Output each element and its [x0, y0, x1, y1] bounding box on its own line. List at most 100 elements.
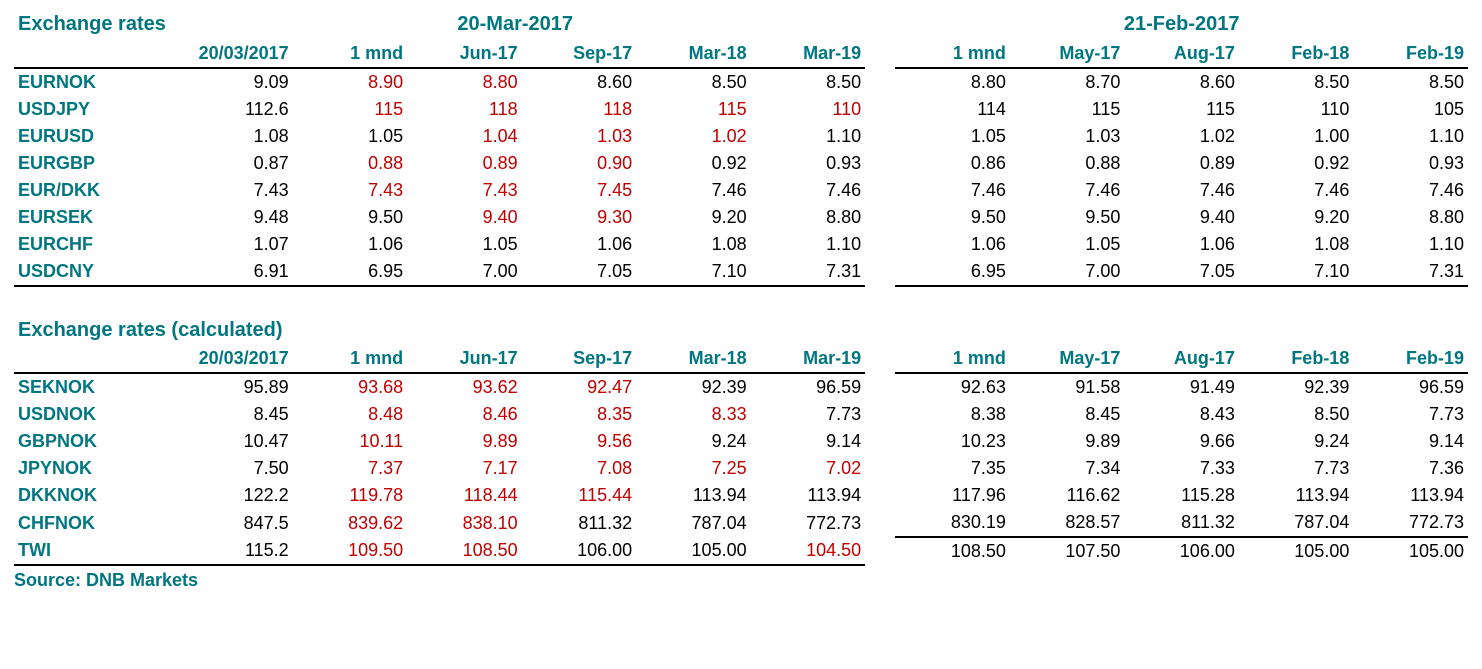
data-cell: 811.32	[522, 509, 636, 537]
data-cell: 114	[895, 96, 1009, 123]
data-cell: 9.24	[636, 428, 750, 455]
data-cell: 7.46	[895, 177, 1009, 204]
data-cell: 772.73	[1353, 509, 1468, 537]
data-cell: 0.87	[165, 150, 292, 177]
data-cell: 91.49	[1124, 373, 1238, 401]
data-cell: 1.05	[407, 231, 521, 258]
section1-title: Exchange rates	[14, 10, 165, 40]
data-cell: 847.5	[165, 509, 292, 537]
data-cell: 787.04	[636, 509, 750, 537]
data-cell: 9.20	[1239, 204, 1353, 231]
data-cell: 107.50	[1010, 537, 1124, 565]
data-cell: 1.05	[293, 123, 407, 150]
data-cell: 115	[636, 96, 750, 123]
data-cell: 7.46	[1010, 177, 1124, 204]
data-cell: 115.2	[165, 537, 292, 565]
table-row: TWI115.2109.50108.50106.00105.00104.5010…	[14, 537, 1468, 565]
data-cell: 772.73	[751, 509, 866, 537]
data-cell: 0.93	[1353, 150, 1468, 177]
data-cell: 8.80	[895, 68, 1009, 96]
data-cell: 119.78	[293, 482, 407, 509]
data-cell: 8.80	[1353, 204, 1468, 231]
section1-body: EURNOK9.098.908.808.608.508.508.808.708.…	[14, 68, 1468, 286]
data-cell: 115.28	[1124, 482, 1238, 509]
data-cell: 9.40	[1124, 204, 1238, 231]
data-cell: 0.92	[636, 150, 750, 177]
data-cell: 105.00	[636, 537, 750, 565]
data-cell: 0.89	[1124, 150, 1238, 177]
data-cell: 7.02	[751, 455, 866, 482]
data-cell: 8.33	[636, 401, 750, 428]
data-cell: 1.05	[895, 123, 1009, 150]
data-cell: 10.23	[895, 428, 1009, 455]
data-cell: 1.06	[895, 231, 1009, 258]
data-cell: 7.34	[1010, 455, 1124, 482]
data-cell: 8.70	[1010, 68, 1124, 96]
data-cell: 8.45	[165, 401, 292, 428]
data-cell: 7.31	[1353, 258, 1468, 286]
data-cell: 9.20	[636, 204, 750, 231]
data-cell: 10.11	[293, 428, 407, 455]
table-row: SEKNOK95.8993.6893.6292.4792.3996.5992.6…	[14, 373, 1468, 401]
data-cell: 9.89	[1010, 428, 1124, 455]
data-cell: 92.39	[636, 373, 750, 401]
data-cell: 6.91	[165, 258, 292, 286]
data-cell: 1.04	[407, 123, 521, 150]
data-cell: 112.6	[165, 96, 292, 123]
data-cell: 7.73	[751, 401, 866, 428]
data-cell: 8.50	[751, 68, 866, 96]
data-cell: 8.50	[1239, 401, 1353, 428]
data-cell: 9.89	[407, 428, 521, 455]
data-cell: 7.33	[1124, 455, 1238, 482]
row-label: EURUSD	[14, 123, 165, 150]
data-cell: 1.10	[751, 231, 866, 258]
data-cell: 105.00	[1353, 537, 1468, 565]
row-label: EURCHF	[14, 231, 165, 258]
data-cell: 105.00	[1239, 537, 1353, 565]
data-cell: 8.60	[522, 68, 636, 96]
section1-column-headers: 20/03/2017 1 mnd Jun-17 Sep-17 Mar-18 Ma…	[14, 40, 1468, 68]
data-cell: 9.56	[522, 428, 636, 455]
row-label: EURGBP	[14, 150, 165, 177]
data-cell: 10.47	[165, 428, 292, 455]
data-cell: 7.46	[636, 177, 750, 204]
data-cell: 7.37	[293, 455, 407, 482]
data-cell: 95.89	[165, 373, 292, 401]
section2-column-headers: 20/03/2017 1 mnd Jun-17 Sep-17 Mar-18 Ma…	[14, 345, 1468, 373]
data-cell: 7.00	[1010, 258, 1124, 286]
data-cell: 9.14	[1353, 428, 1468, 455]
data-cell: 0.86	[895, 150, 1009, 177]
data-cell: 6.95	[895, 258, 1009, 286]
data-cell: 0.90	[522, 150, 636, 177]
data-cell: 7.73	[1353, 401, 1468, 428]
data-cell: 109.50	[293, 537, 407, 565]
row-label: EURNOK	[14, 68, 165, 96]
data-cell: 8.48	[293, 401, 407, 428]
row-label: USDJPY	[14, 96, 165, 123]
data-cell: 9.40	[407, 204, 521, 231]
data-cell: 811.32	[1124, 509, 1238, 537]
data-cell: 106.00	[1124, 537, 1238, 565]
data-cell: 8.43	[1124, 401, 1238, 428]
row-label: USDCNY	[14, 258, 165, 286]
data-cell: 93.68	[293, 373, 407, 401]
data-cell: 117.96	[895, 482, 1009, 509]
data-cell: 108.50	[407, 537, 521, 565]
data-cell: 118	[522, 96, 636, 123]
data-cell: 7.31	[751, 258, 866, 286]
data-cell: 7.08	[522, 455, 636, 482]
data-cell: 7.00	[407, 258, 521, 286]
data-cell: 106.00	[522, 537, 636, 565]
data-cell: 8.90	[293, 68, 407, 96]
data-cell: 7.25	[636, 455, 750, 482]
table-row: GBPNOK10.4710.119.899.569.249.1410.239.8…	[14, 428, 1468, 455]
data-cell: 115	[1124, 96, 1238, 123]
data-cell: 9.30	[522, 204, 636, 231]
section2-title: Exchange rates (calculated)	[14, 319, 1468, 345]
data-cell: 7.46	[751, 177, 866, 204]
data-cell: 9.14	[751, 428, 866, 455]
data-cell: 1.08	[165, 123, 292, 150]
row-label: USDNOK	[14, 401, 165, 428]
row-label: EURSEK	[14, 204, 165, 231]
table-row: EURGBP0.870.880.890.900.920.930.860.880.…	[14, 150, 1468, 177]
